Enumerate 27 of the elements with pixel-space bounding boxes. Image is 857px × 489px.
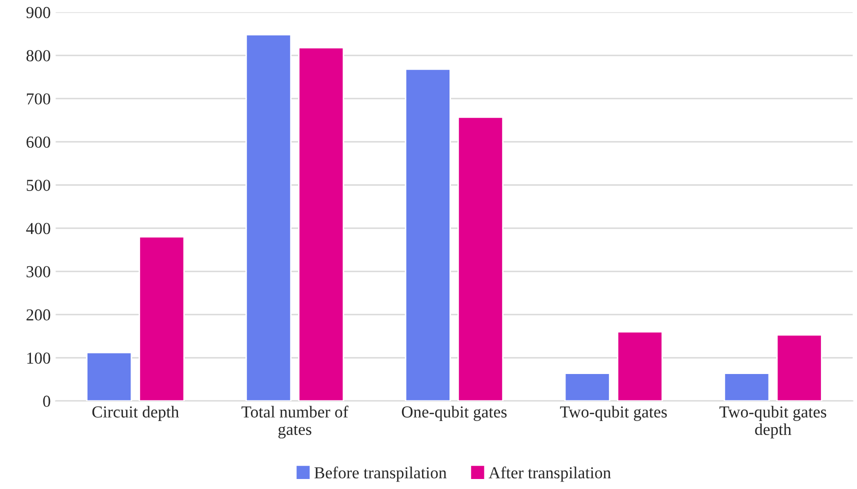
y-tick-label: 800 [26, 50, 50, 62]
y-tick-label: 900 [26, 6, 50, 18]
y-tick-label: 0 [43, 396, 50, 407]
y-tick-label: 700 [26, 93, 50, 105]
bar [458, 116, 504, 401]
x-tick-label: Total number of gates [242, 406, 348, 438]
x-tick-label: One-qubit gates [402, 406, 507, 422]
x-tick-label: Two-qubit gates depth [720, 406, 826, 438]
x-tick-label: Circuit depth [92, 406, 179, 421]
legend-label: Before transpilation [314, 466, 447, 482]
y-tick-label: 400 [26, 222, 50, 234]
bar [724, 372, 770, 401]
y-tick-label: 300 [26, 266, 50, 278]
y-tick-label: 500 [26, 180, 50, 191]
bar [138, 236, 185, 401]
bar [776, 334, 822, 401]
bar [298, 46, 344, 401]
x-tick-label: Two-qubit gates [560, 406, 667, 422]
bar [245, 34, 292, 401]
y-tick-label: 100 [27, 352, 50, 364]
y-tick-label: 600 [26, 136, 50, 148]
bar [564, 372, 610, 401]
bar [86, 352, 132, 401]
bar [616, 331, 663, 401]
y-tick-label: 200 [26, 309, 50, 321]
bar [404, 68, 451, 401]
legend-label: After transpilation [488, 466, 611, 482]
